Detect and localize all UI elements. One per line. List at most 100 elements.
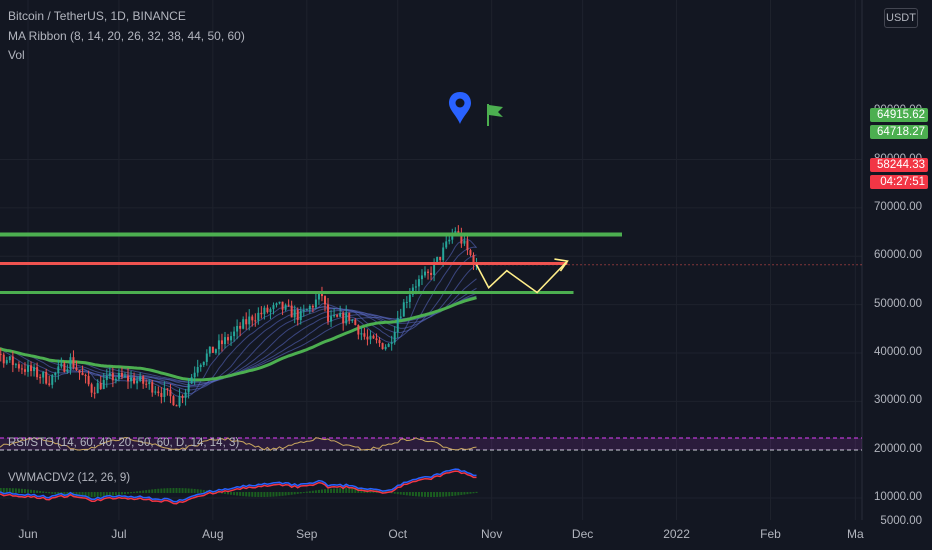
candle-body bbox=[2, 354, 5, 364]
macd-histogram-bar bbox=[430, 492, 433, 497]
candle-body bbox=[154, 391, 157, 393]
macd-histogram-bar bbox=[196, 489, 199, 493]
macd-histogram-bar bbox=[323, 489, 326, 493]
macd-histogram-bar bbox=[142, 490, 145, 493]
macd-histogram-bar bbox=[287, 492, 290, 496]
candle-body bbox=[178, 395, 181, 407]
candle-body bbox=[245, 319, 248, 325]
price-tick: 40000.00 bbox=[874, 345, 922, 358]
macd-histogram-bar bbox=[354, 488, 357, 493]
macd-histogram-bar bbox=[123, 492, 126, 495]
candle-body bbox=[305, 309, 308, 311]
macd-histogram-bar bbox=[290, 492, 293, 495]
candle-body bbox=[108, 373, 111, 376]
candle-body bbox=[402, 302, 405, 317]
candle-body bbox=[66, 369, 69, 372]
macd-histogram-bar bbox=[54, 492, 57, 495]
map-pin-icon[interactable] bbox=[449, 92, 471, 124]
candle-body bbox=[217, 340, 220, 350]
candle-body bbox=[381, 343, 384, 350]
macd-histogram-bar bbox=[163, 488, 166, 493]
macd-histogram-bar bbox=[333, 488, 336, 493]
candle-body bbox=[320, 292, 323, 297]
macd-histogram-bar bbox=[436, 492, 439, 497]
currency-button[interactable]: USDT bbox=[884, 8, 918, 28]
candle-body bbox=[372, 335, 375, 339]
macd-histogram-bar bbox=[93, 492, 96, 497]
candle-body bbox=[211, 346, 214, 353]
candle-body bbox=[48, 383, 51, 385]
candle-body bbox=[275, 303, 278, 306]
candle-body bbox=[463, 240, 466, 244]
macd-histogram-bar bbox=[239, 492, 242, 496]
candle-body bbox=[5, 360, 8, 364]
candle-body bbox=[333, 315, 336, 317]
macd-histogram-bar bbox=[36, 490, 39, 493]
rsi-band-fill bbox=[0, 438, 862, 450]
candle-body bbox=[78, 370, 81, 373]
resistance-price-badge: 64915.62 bbox=[870, 108, 928, 122]
candle-body bbox=[378, 340, 381, 344]
macd-histogram-bar bbox=[139, 490, 142, 493]
macd-histogram-bar bbox=[308, 491, 311, 493]
candle-body bbox=[287, 304, 290, 306]
macd-histogram-bar bbox=[336, 488, 339, 493]
candle-body bbox=[136, 380, 139, 384]
candle-body bbox=[199, 364, 202, 368]
macd-histogram-bar bbox=[175, 488, 178, 493]
candle-body bbox=[111, 373, 114, 381]
macd-histogram-bar bbox=[433, 492, 436, 497]
candle-body bbox=[45, 372, 48, 384]
candle-body bbox=[175, 405, 178, 407]
candle-body bbox=[93, 392, 96, 394]
candle-body bbox=[39, 377, 42, 379]
candle-body bbox=[442, 247, 445, 261]
macd-histogram-bar bbox=[454, 492, 457, 496]
macd-histogram-bar bbox=[17, 488, 20, 493]
drawing-overlays[interactable] bbox=[0, 232, 862, 295]
macd-histogram-bar bbox=[254, 492, 257, 497]
candle-body bbox=[181, 395, 184, 398]
candle-body bbox=[414, 286, 417, 288]
candle-body bbox=[384, 346, 387, 350]
candle-body bbox=[0, 353, 2, 355]
macd-histogram-bar bbox=[405, 492, 408, 496]
vwmacd-panel bbox=[0, 468, 478, 505]
macd-histogram-bar bbox=[0, 488, 2, 493]
candle-body bbox=[230, 336, 233, 341]
candle-body bbox=[157, 391, 160, 394]
macd-histogram-bar bbox=[160, 488, 163, 493]
candle-body bbox=[357, 324, 360, 335]
candle-body bbox=[239, 325, 242, 329]
candle-body bbox=[345, 312, 348, 324]
candle-body bbox=[99, 383, 102, 389]
macd-histogram-bar bbox=[199, 489, 202, 493]
macd-histogram-bar bbox=[184, 488, 187, 493]
flag-icon[interactable] bbox=[487, 104, 503, 126]
time-tick: Oct bbox=[388, 527, 408, 541]
candle-body bbox=[11, 356, 14, 365]
macd-histogram-bar bbox=[178, 488, 181, 493]
macd-histogram-bar bbox=[63, 492, 66, 496]
candle-body bbox=[296, 310, 299, 320]
candle-body bbox=[227, 337, 230, 341]
candle-body bbox=[460, 232, 463, 244]
candle-body bbox=[278, 301, 281, 304]
candle-body bbox=[251, 316, 254, 321]
candle-body bbox=[445, 241, 448, 248]
macd-histogram-bar bbox=[117, 492, 120, 495]
candle-body bbox=[339, 313, 342, 317]
macd-histogram-bar bbox=[420, 492, 423, 497]
macd-histogram-bar bbox=[278, 492, 281, 497]
macd-histogram-bar bbox=[111, 492, 114, 496]
macd-histogram-bar bbox=[99, 492, 102, 497]
macd-histogram-bar bbox=[463, 492, 466, 495]
macd-histogram-bar bbox=[96, 492, 99, 497]
candle-body bbox=[466, 240, 469, 251]
macd-histogram-bar bbox=[39, 490, 42, 493]
rsi-line bbox=[0, 437, 477, 451]
candle-body bbox=[42, 372, 45, 378]
candle-body bbox=[257, 312, 260, 321]
candle-body bbox=[439, 256, 442, 261]
